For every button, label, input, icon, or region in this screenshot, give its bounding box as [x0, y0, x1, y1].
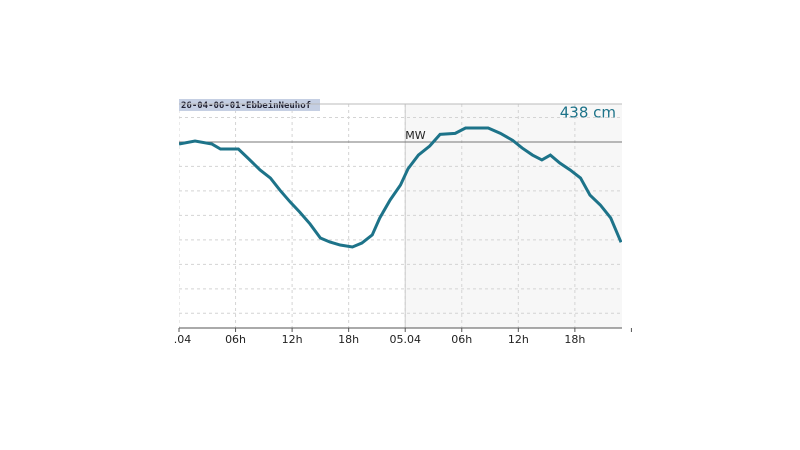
x-tick-label: 12h	[508, 333, 529, 346]
x-tick-label: 06h	[451, 333, 472, 346]
reference-label: MW	[405, 129, 425, 142]
x-tick-label: 18h	[338, 333, 359, 346]
x-tick-label: 4.04	[167, 333, 192, 346]
x-tick-label: 05.04	[389, 333, 421, 346]
plot-area	[179, 104, 622, 328]
current-value: 438 cm	[560, 104, 616, 122]
chart-title: 26-04-06-01-EbbeinNeuhof	[181, 100, 311, 111]
x-tick-label: 06h	[225, 333, 246, 346]
x-tick-label: 18h	[564, 333, 585, 346]
level-line	[179, 126, 622, 249]
x-tick-label: 12h	[282, 333, 303, 346]
title-box	[179, 99, 320, 111]
x-axis-labels: 4.04 06h 12h 18h 05.04 06h 12h 18h 0	[167, 333, 635, 346]
x-tick-label: 0	[628, 333, 635, 346]
